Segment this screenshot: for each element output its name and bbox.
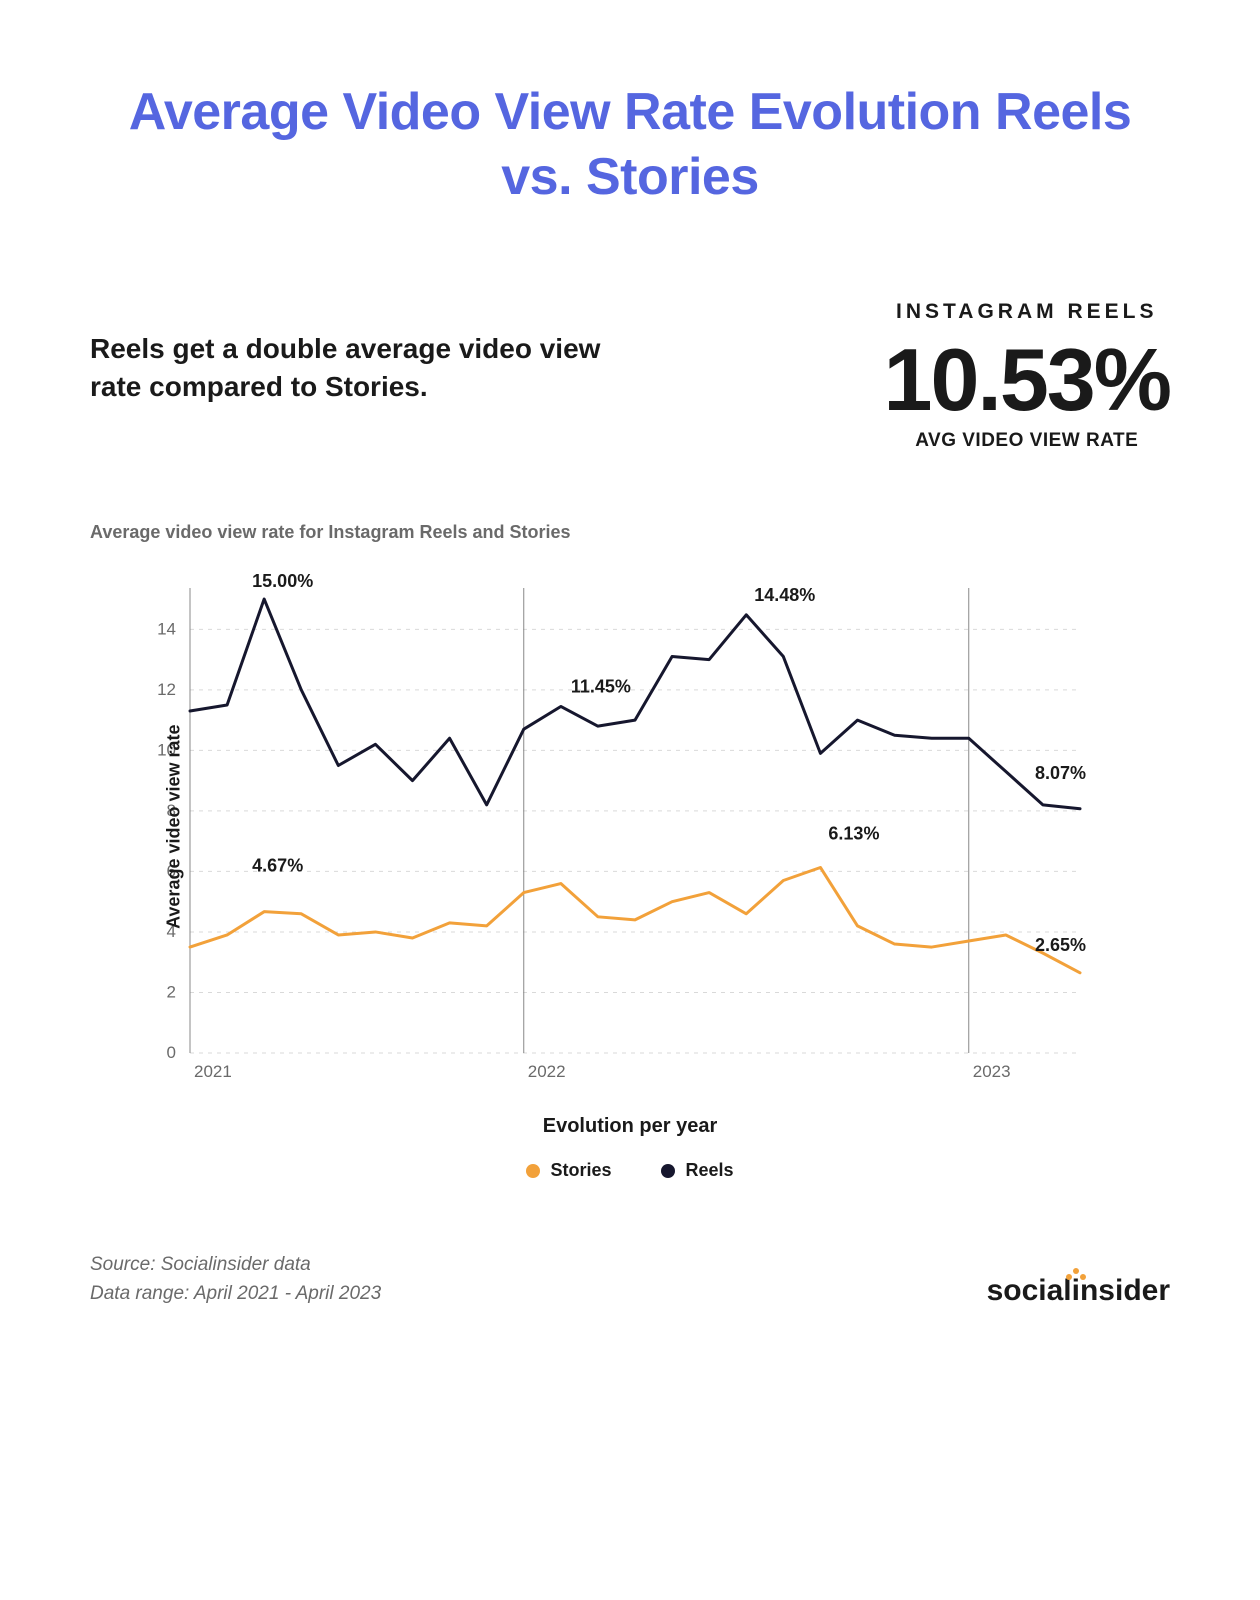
stat-top-label: INSTAGRAM REELS	[884, 300, 1170, 324]
logo-text-1: social	[987, 1274, 1072, 1307]
legend-label: Stories	[550, 1160, 611, 1181]
logo-dots-icon	[1065, 1268, 1087, 1282]
svg-text:0: 0	[167, 1043, 176, 1062]
svg-text:15.00%: 15.00%	[252, 573, 313, 591]
subtitle: Reels get a double average video view ra…	[90, 300, 650, 406]
source-text: Source: Socialinsider data Data range: A…	[90, 1251, 381, 1308]
svg-text:2: 2	[167, 982, 176, 1001]
stat-value: 10.53%	[884, 336, 1170, 424]
logo-text-2: nsider	[1080, 1274, 1170, 1307]
source-line-2: Data range: April 2021 - April 2023	[90, 1280, 381, 1309]
legend-item: Stories	[526, 1160, 611, 1181]
svg-text:2023: 2023	[973, 1062, 1011, 1081]
svg-text:14.48%: 14.48%	[754, 585, 815, 605]
svg-text:2021: 2021	[194, 1062, 232, 1081]
stat-bottom-label: AVG VIDEO VIEW RATE	[884, 430, 1170, 452]
line-chart: 0246810121420212022202315.00%11.45%14.48…	[90, 573, 1090, 1093]
svg-text:2022: 2022	[528, 1062, 566, 1081]
stat-box: INSTAGRAM REELS 10.53% AVG VIDEO VIEW RA…	[884, 300, 1170, 452]
svg-text:6.13%: 6.13%	[828, 823, 879, 843]
svg-text:11.45%: 11.45%	[571, 676, 631, 696]
header-row: Reels get a double average video view ra…	[90, 300, 1170, 452]
page-title: Average Video View Rate Evolution Reels …	[90, 80, 1170, 210]
legend-dot-icon	[526, 1164, 540, 1178]
legend-dot-icon	[661, 1164, 675, 1178]
logo-dotted-i: i	[1072, 1274, 1080, 1308]
svg-text:14: 14	[157, 619, 176, 638]
legend-item: Reels	[661, 1160, 733, 1181]
x-axis-title: Evolution per year	[90, 1115, 1170, 1138]
chart-container: Average video view rate 0246810121420212…	[90, 573, 1170, 1093]
source-line-1: Source: Socialinsider data	[90, 1251, 381, 1280]
svg-text:2.65%: 2.65%	[1035, 935, 1086, 955]
svg-text:12: 12	[157, 680, 176, 699]
legend: Stories Reels	[90, 1160, 1170, 1181]
chart-caption: Average video view rate for Instagram Re…	[90, 522, 1170, 543]
footer: Source: Socialinsider data Data range: A…	[90, 1251, 1170, 1308]
legend-label: Reels	[685, 1160, 733, 1181]
y-axis-title: Average video view rate	[164, 724, 185, 928]
logo: socialinsider	[987, 1274, 1170, 1308]
svg-text:8.07%: 8.07%	[1035, 763, 1086, 783]
svg-text:4.67%: 4.67%	[252, 856, 303, 876]
